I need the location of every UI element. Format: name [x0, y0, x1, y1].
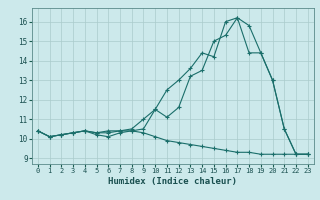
X-axis label: Humidex (Indice chaleur): Humidex (Indice chaleur): [108, 177, 237, 186]
